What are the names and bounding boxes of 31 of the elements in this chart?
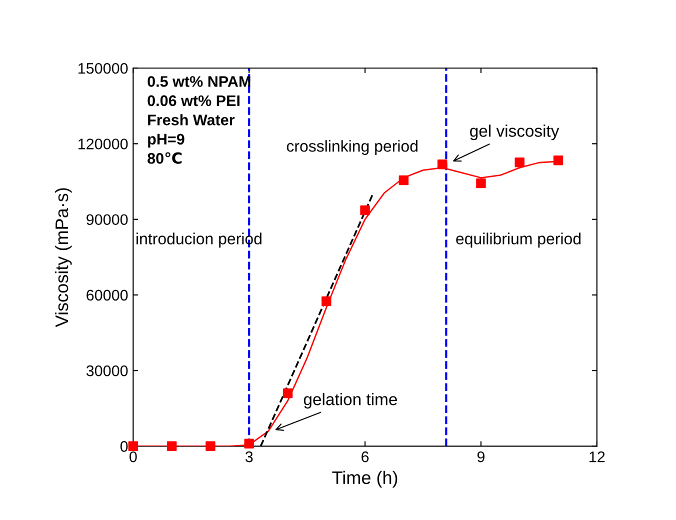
annotation: 0.5 wt% NPAM 0.06 wt% PEI Fresh Water pH=9 80℃: [148, 76, 250, 164]
x-tick-label: 6: [362, 451, 369, 462]
y-tick-label: 0: [120, 441, 128, 452]
annotation: gel viscosity: [470, 124, 560, 140]
x-tick-label: 9: [477, 451, 484, 462]
point: [128, 441, 138, 452]
point: [476, 178, 486, 188]
point: [398, 175, 409, 186]
point: [282, 388, 293, 398]
annotation: gelation time: [304, 393, 397, 409]
x-tick-label: 3: [245, 451, 253, 462]
y-tick-label: 120000: [78, 138, 128, 150]
point: [437, 160, 448, 170]
point: [206, 441, 216, 452]
annotation: introducion period: [136, 232, 262, 248]
point: [244, 438, 254, 448]
x-tick-label: 12: [590, 451, 605, 462]
annotation: equilibrium period: [456, 232, 581, 248]
point: [322, 296, 332, 306]
y-tick-label: 90000: [86, 214, 128, 226]
annotation: crosslinking period: [286, 140, 418, 155]
point: [360, 205, 370, 216]
point: [166, 441, 177, 452]
point: [514, 158, 524, 168]
point: [553, 156, 564, 166]
y-tick-label: 150000: [78, 62, 128, 74]
y-tick-label: 30000: [86, 365, 128, 376]
y-axis-title: Viscosity (mPa·s): [54, 188, 72, 328]
y-tick-label: 60000: [86, 290, 128, 301]
x-axis-title: Time (h): [332, 470, 398, 488]
x-tick-label: 0: [130, 451, 137, 462]
